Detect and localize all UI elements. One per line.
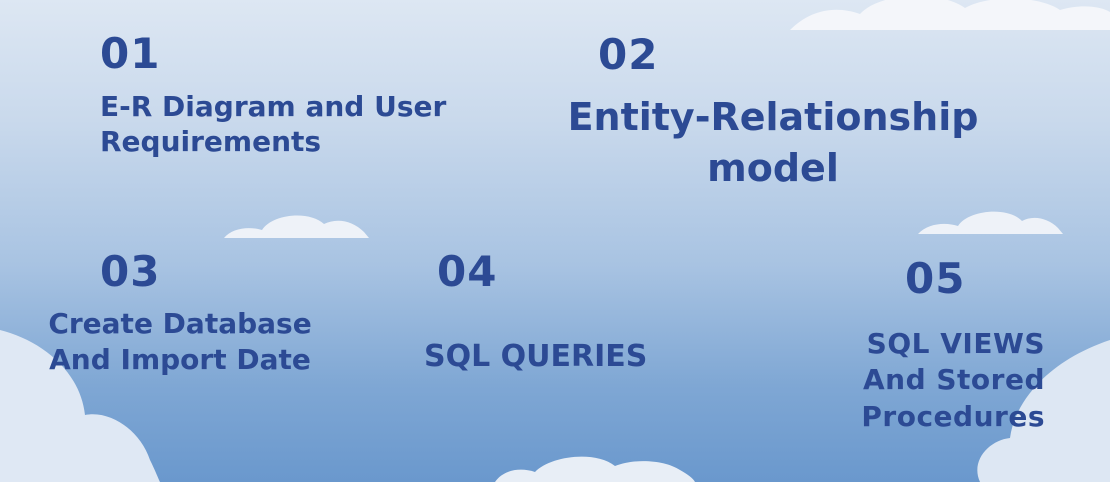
cloud-top-right xyxy=(790,0,1110,30)
step-number-02: 02 xyxy=(598,30,659,79)
cloud-left-mid xyxy=(224,215,369,238)
step-title-02: Entity-Relationship model xyxy=(567,95,979,191)
cloud-bottom-center xyxy=(495,456,695,482)
step-number-01: 01 xyxy=(100,29,161,78)
step-number-04: 04 xyxy=(437,247,498,296)
step-title-03: Create Database And Import Date xyxy=(48,307,312,377)
step-number-05: 05 xyxy=(905,254,966,303)
step-number-03: 03 xyxy=(100,247,161,296)
step-title-04: SQL QUERIES xyxy=(424,339,648,374)
step-title-05: SQL VIEWS And Stored Procedures xyxy=(861,327,1045,433)
cloud-right-mid xyxy=(918,211,1063,234)
step-title-01: E-R Diagram and User Requirements xyxy=(100,90,447,158)
